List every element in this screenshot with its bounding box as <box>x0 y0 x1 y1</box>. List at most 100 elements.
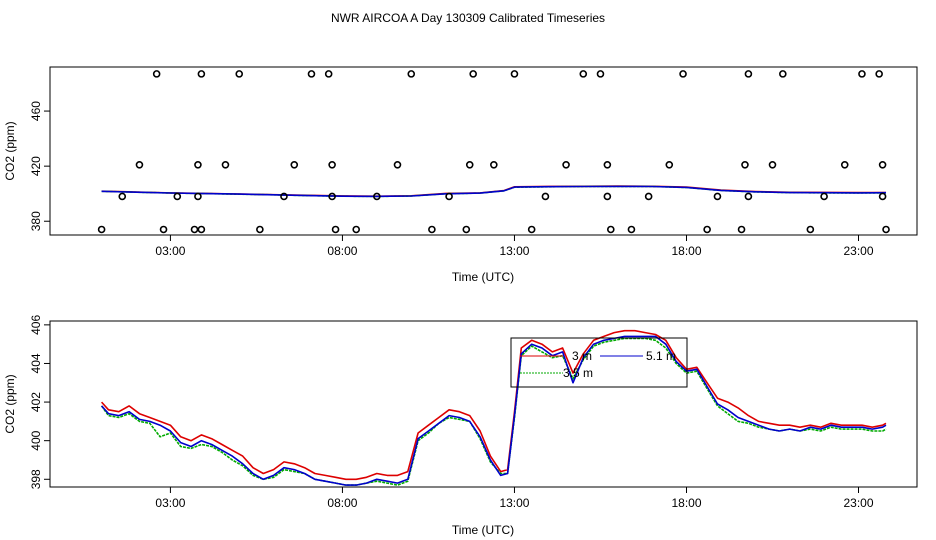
calibration-point <box>541 192 550 201</box>
calibration-point <box>679 70 687 78</box>
calibration-point <box>713 192 722 201</box>
calibration-point <box>352 225 361 234</box>
bottom-y-tick-label: 402 <box>29 392 43 412</box>
calibration-point <box>820 192 828 201</box>
bottom-y-tick-label: 398 <box>29 469 43 489</box>
calibration-point <box>596 70 605 78</box>
bottom-x-tick-label: 23:00 <box>843 496 873 510</box>
bottom-y-tick-label: 404 <box>29 353 43 373</box>
calibration-point <box>882 225 890 234</box>
calibration-point <box>744 192 753 201</box>
calibration-point <box>194 160 202 169</box>
calibration-point <box>173 192 182 201</box>
calibration-point <box>428 225 436 234</box>
calibration-point <box>280 192 288 201</box>
bottom-series-3-5-m <box>100 337 887 486</box>
bottom-panel-ylabel: CO2 (ppm) <box>3 374 17 433</box>
top-panel-marks <box>97 70 890 234</box>
top-panel-ylabel: CO2 (ppm) <box>3 121 17 180</box>
top-y-tick-label: 380 <box>29 211 43 231</box>
calibration-point <box>221 160 230 169</box>
calibration-point <box>858 70 866 78</box>
bottom-x-tick-label: 08:00 <box>327 496 357 510</box>
top-series-5-1-m <box>101 185 887 198</box>
calibration-point <box>840 160 849 169</box>
calibration-point <box>703 225 711 234</box>
calibration-point <box>737 225 746 234</box>
top-panel-frame <box>49 66 918 236</box>
top-panel-axes: 03:00 08:00 13:00 18:00 23:00 380 420 460 <box>29 101 874 258</box>
calibration-point <box>878 192 887 201</box>
calibration-point <box>469 70 477 78</box>
calibration-point <box>875 70 883 78</box>
bottom-panel: 03:00 08:00 13:00 18:00 23:00 398 400 402 404 406… <box>3 315 918 537</box>
legend: 3 m 5.1 m 3.5 m <box>510 337 688 388</box>
calibration-point <box>307 70 316 78</box>
calibration-point <box>465 160 474 169</box>
legend-label-3-5m: 3.5 m <box>563 366 593 380</box>
top-x-tick-label: 23:00 <box>843 244 873 258</box>
calibration-point <box>665 160 674 169</box>
calibration-point <box>194 192 202 201</box>
calibration-point <box>328 160 336 169</box>
calibration-point <box>393 160 402 169</box>
calibration-point <box>135 160 144 169</box>
calibration-point <box>878 160 887 169</box>
legend-box <box>510 337 688 388</box>
top-x-tick-label: 18:00 <box>671 244 701 258</box>
bottom-panel-marks <box>100 329 887 486</box>
calibration-point <box>324 70 333 78</box>
calibration-point <box>190 225 199 234</box>
bottom-y-tick-label: 400 <box>29 430 43 450</box>
calibration-point <box>744 70 753 78</box>
calibration-point <box>603 192 612 201</box>
calibration-point <box>644 192 653 201</box>
calibration-point <box>331 225 340 234</box>
calibration-point <box>627 225 636 234</box>
calibration-point <box>152 70 161 78</box>
bottom-panel-frame <box>49 320 918 488</box>
top-x-tick-label: 03:00 <box>155 244 185 258</box>
calibration-point <box>741 160 749 169</box>
calibration-point <box>256 225 264 234</box>
calibration-point <box>527 225 536 234</box>
top-panel-xlabel: Time (UTC) <box>452 270 514 284</box>
calibration-point <box>328 192 336 201</box>
calibration-point <box>768 160 777 169</box>
calibration-point <box>579 70 588 78</box>
calibration-point <box>445 192 453 201</box>
calibration-point <box>97 225 106 234</box>
calibration-point <box>197 225 206 234</box>
calibration-point <box>235 70 244 78</box>
calibration-point <box>407 70 416 78</box>
legend-label-3m: 3 m <box>572 349 592 363</box>
bottom-x-tick-label: 03:00 <box>155 496 185 510</box>
calibration-point <box>462 225 471 234</box>
top-y-tick-label: 420 <box>29 156 43 176</box>
top-x-tick-label: 13:00 <box>499 244 529 258</box>
top-x-tick-label: 08:00 <box>327 244 357 258</box>
calibration-point <box>779 70 787 78</box>
bottom-panel-xlabel: Time (UTC) <box>452 523 514 537</box>
top-y-tick-label: 460 <box>29 101 43 121</box>
calibration-point <box>806 225 815 234</box>
calibration-point <box>490 160 498 169</box>
calibration-point <box>118 192 127 201</box>
calibration-point <box>197 70 206 78</box>
bottom-series-5-1-m <box>101 335 887 486</box>
bottom-x-tick-label: 18:00 <box>671 496 701 510</box>
figure-title: NWR AIRCOA A Day 130309 Calibrated Times… <box>331 11 605 25</box>
calibration-point <box>510 70 519 78</box>
bottom-y-tick-label: 406 <box>29 315 43 335</box>
top-panel: 03:00 08:00 13:00 18:00 23:00 380 420 460 Time … <box>3 66 918 284</box>
calibration-point <box>603 160 612 169</box>
calibration-point <box>373 192 381 201</box>
bottom-panel-axes: 03:00 08:00 13:00 18:00 23:00 398 400 402 404 406 <box>29 315 874 510</box>
calibration-point <box>290 160 299 169</box>
calibration-point <box>562 160 570 169</box>
calibration-point <box>606 225 615 234</box>
legend-label-5-1m: 5.1 m <box>646 349 676 363</box>
calibration-point <box>159 225 168 234</box>
bottom-x-tick-label: 13:00 <box>499 496 529 510</box>
